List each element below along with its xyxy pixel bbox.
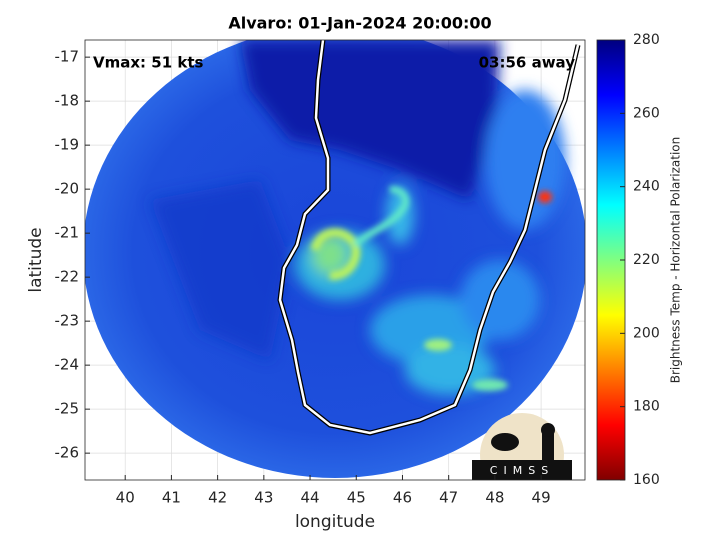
axes-box	[84, 39, 586, 481]
x-tick-label: 47	[439, 489, 458, 507]
y-tick-label: -19	[55, 136, 80, 154]
logo-text: CIMSS	[490, 464, 554, 477]
y-tick-label: -23	[55, 312, 80, 330]
x-tick-label: 40	[116, 489, 135, 507]
y-tick-label: -26	[55, 444, 80, 462]
colorbar-tick-label: 260	[633, 105, 660, 121]
y-tick-label: -20	[55, 180, 80, 198]
colorbar-tick-label: 280	[633, 32, 660, 48]
brightness-image	[85, 40, 585, 478]
y-tick-label: -22	[55, 268, 80, 286]
y-axis-label: latitude	[26, 227, 46, 292]
x-tick-label: 49	[532, 489, 551, 507]
x-axis-label: longitude	[295, 512, 375, 532]
cimss-logo: CIMSS	[472, 413, 572, 480]
annotation: Vmax: 51 kts	[93, 54, 203, 72]
colorbar-tick-label: 180	[633, 399, 660, 415]
colorbar-label: Brightness Temp - Horizontal Polarizatio…	[669, 137, 683, 384]
colorbar-tick-label: 240	[633, 179, 660, 195]
y-tick-label: -25	[55, 400, 80, 418]
colorbar-tick-label: 220	[633, 252, 660, 268]
coastline	[277, 40, 581, 436]
x-tick-label: 44	[300, 489, 319, 507]
colorbar-tick-label: 200	[633, 325, 660, 341]
x-tick-label: 45	[347, 489, 366, 507]
x-tick-label: 46	[393, 489, 412, 507]
chart-title: Alvaro: 01-Jan-2024 20:00:00	[228, 14, 491, 33]
y-tick-label: -18	[55, 92, 80, 110]
x-tick-label: 41	[162, 489, 181, 507]
x-tick-label: 43	[254, 489, 273, 507]
x-tick-label: 42	[208, 489, 227, 507]
y-tick-label: -24	[55, 356, 80, 374]
colorbar-tick-label: 160	[633, 472, 660, 488]
y-tick-label: -21	[55, 224, 80, 242]
y-tick-label: -17	[55, 48, 80, 66]
x-tick-label: 48	[485, 489, 504, 507]
annotation: 03:56 away	[479, 54, 576, 72]
